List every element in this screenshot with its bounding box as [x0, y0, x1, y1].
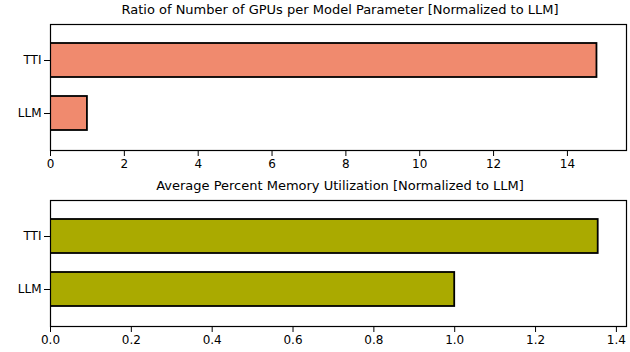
svg-text:14: 14 [560, 157, 575, 171]
svg-text:10: 10 [412, 157, 427, 171]
svg-text:8: 8 [342, 157, 350, 171]
svg-text:2: 2 [121, 157, 129, 171]
svg-text:0.2: 0.2 [122, 333, 141, 347]
html-text:Average Percent Memory Utiliza: Average Percent Memory Utilization [Norm… [156, 178, 524, 193]
svg-text:LLM: LLM [18, 282, 42, 296]
svg-text:1.0: 1.0 [445, 333, 464, 347]
svg-text:0.4: 0.4 [203, 333, 222, 347]
svg-text:0.8: 0.8 [364, 333, 383, 347]
svg-text:0: 0 [47, 157, 55, 171]
svg-text:LLM: LLM [18, 106, 42, 120]
svg-text:1.2: 1.2 [526, 333, 545, 347]
svg-text:0.6: 0.6 [283, 333, 302, 347]
svg-text:1.4: 1.4 [607, 333, 626, 347]
svg-text:0.0: 0.0 [41, 333, 60, 347]
svg-text:TTI: TTI [23, 229, 42, 243]
svg-text:TTI: TTI [23, 53, 42, 67]
svg-text:12: 12 [486, 157, 501, 171]
html-text:Ratio of Number of GPUs per Mo: Ratio of Number of GPUs per Model Parame… [121, 2, 559, 17]
svg-text:4: 4 [194, 157, 202, 171]
svg-text:6: 6 [268, 157, 276, 171]
